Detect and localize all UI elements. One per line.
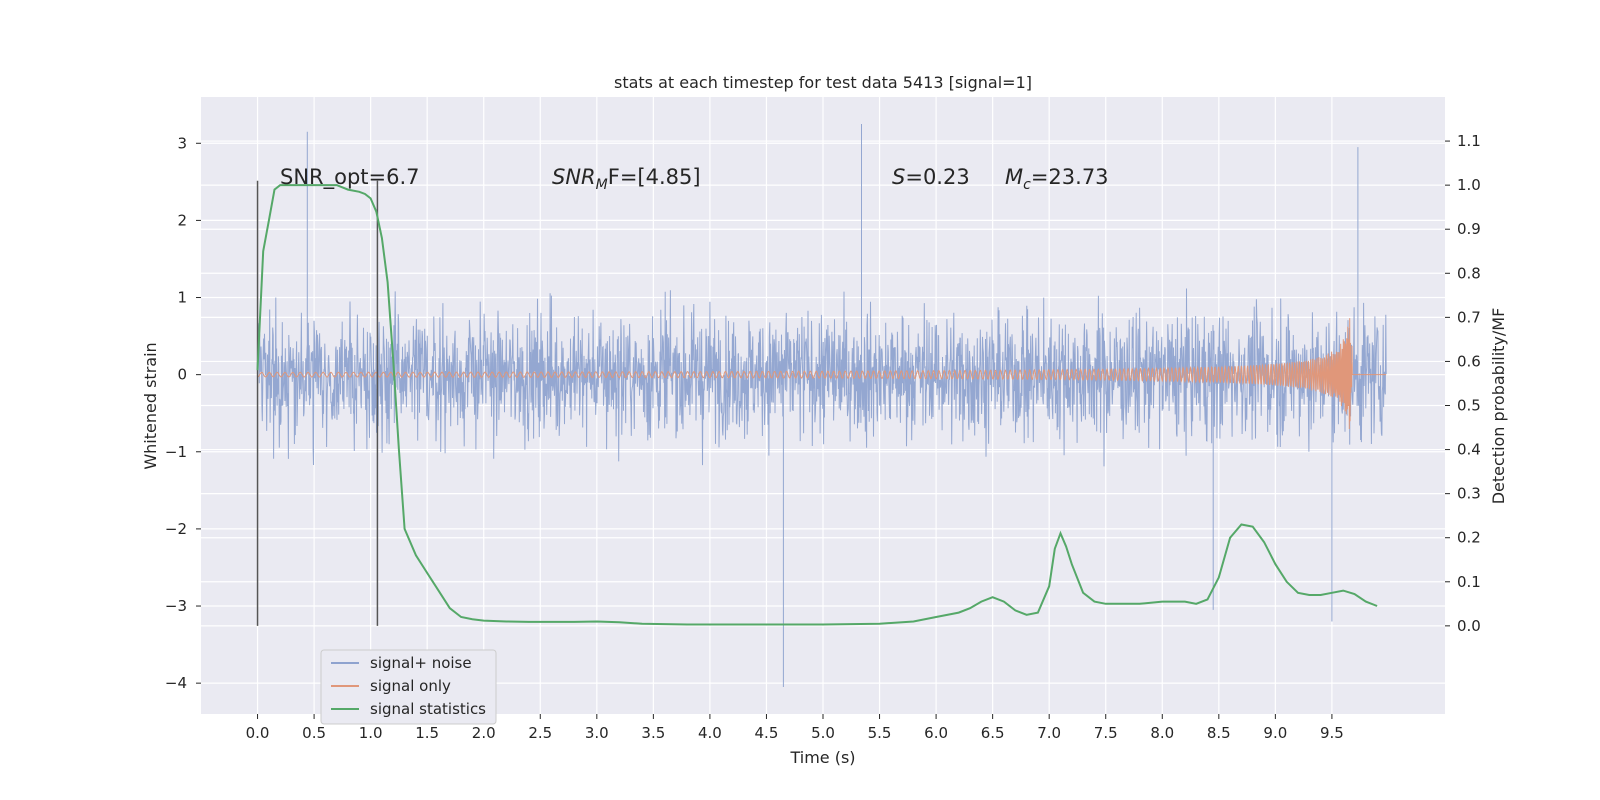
y2-tick-label: 0.7 [1457,308,1481,326]
x-tick-label: 7.0 [1037,724,1061,742]
annotation-snr-mf-main: SNR [552,165,596,189]
series-signal-only [257,318,1387,430]
y2-axis-label: Detection probability/MF [1489,308,1508,505]
plot-area [256,124,1387,687]
y2-tick-label: 1.0 [1457,176,1481,194]
y-tick-label: −3 [165,597,187,615]
x-tick-label: 6.0 [924,724,948,742]
x-tick-label: 4.5 [755,724,779,742]
annotation-mc: Mc=23.73 [1005,165,1109,193]
x-tick-label: 3.0 [585,724,609,742]
y2-tick-label: 0.4 [1457,441,1481,459]
legend-box [320,649,497,725]
y-tick-label: −1 [165,443,187,461]
x-tick-label: 2.0 [472,724,496,742]
y-tick-label: 0 [177,366,187,384]
legend-label-signal-only: signal only [370,677,451,695]
annotation-s-value: =0.23 [905,165,969,189]
legend-label-signal-noise: signal+ noise [370,654,472,672]
y-tick-label: −2 [165,520,187,538]
y2-tick-label: 0.2 [1457,529,1481,547]
y-axis-label: Whitened strain [141,342,160,469]
x-tick-label: 8.5 [1207,724,1231,742]
x-tick-label: 7.5 [1094,724,1118,742]
x-tick-label: 6.5 [981,724,1005,742]
y-axis-ticks: 3 2 1 0 −1 −2 −3 −4 [165,134,201,692]
y2-tick-label: 1.1 [1457,132,1481,150]
series-signal-plus-noise [257,124,1387,687]
annotation-s: S=0.23 [892,165,970,189]
y2-tick-label: 0.6 [1457,352,1481,370]
y2-tick-label: 0.8 [1457,264,1481,282]
y2-axis-ticks: 1.1 1.0 0.9 0.8 0.7 0.6 0.5 0.4 0.3 0.2 0.1 0.0 [1445,132,1481,635]
x-tick-label: 1.0 [359,724,383,742]
annotation-snr-mf: SNRMF=[4.85] [552,165,701,193]
annotation-s-label: S [892,165,905,189]
annotation-mc-value: =23.73 [1031,165,1109,189]
y-tick-label: 1 [177,289,187,307]
y2-tick-label: 0.1 [1457,573,1481,591]
x-axis-label: Time (s) [789,748,855,767]
legend-label-signal-statistics: signal statistics [370,700,486,718]
y-tick-label: 3 [177,134,187,152]
y2-tick-label: 0.3 [1457,485,1481,503]
y2-tick-label: 0.0 [1457,617,1481,635]
annotation-snr-mf-rest: F=[4.85] [608,165,701,189]
y-tick-label: −4 [165,674,187,692]
x-tick-label: 9.5 [1320,724,1344,742]
x-tick-label: 1.5 [415,724,439,742]
legend: signal+ noise signal only signal statist… [320,649,497,725]
annotations: SNR_opt=6.7 SNRMF=[4.85] S=0.23 Mc=23.73 [280,165,1109,193]
x-tick-label: 4.0 [698,724,722,742]
y2-tick-label: 0.5 [1457,397,1481,415]
x-tick-label: 3.5 [641,724,665,742]
series-signal-statistics [256,184,1378,626]
x-axis-ticks: 0.0 0.5 1.0 1.5 2.0 2.5 3.0 3.5 4.0 4.5 5.0 5.5 6.0 6… [246,714,1344,742]
x-tick-label: 0.0 [246,724,270,742]
annotation-mc-main: M [1005,165,1023,189]
annotation-snr-opt: SNR_opt=6.7 [280,165,420,190]
annotation-snr-mf-sub: M [596,177,608,193]
x-tick-label: 9.0 [1263,724,1287,742]
chart-title: stats at each timestep for test data 541… [614,73,1032,92]
x-tick-label: 8.0 [1150,724,1174,742]
x-tick-label: 2.5 [528,724,552,742]
x-tick-label: 0.5 [302,724,326,742]
x-tick-label: 5.0 [811,724,835,742]
annotation-mc-sub: c [1023,177,1031,193]
y2-tick-label: 0.9 [1457,220,1481,238]
y-tick-label: 2 [177,211,187,229]
x-tick-label: 5.5 [868,724,892,742]
